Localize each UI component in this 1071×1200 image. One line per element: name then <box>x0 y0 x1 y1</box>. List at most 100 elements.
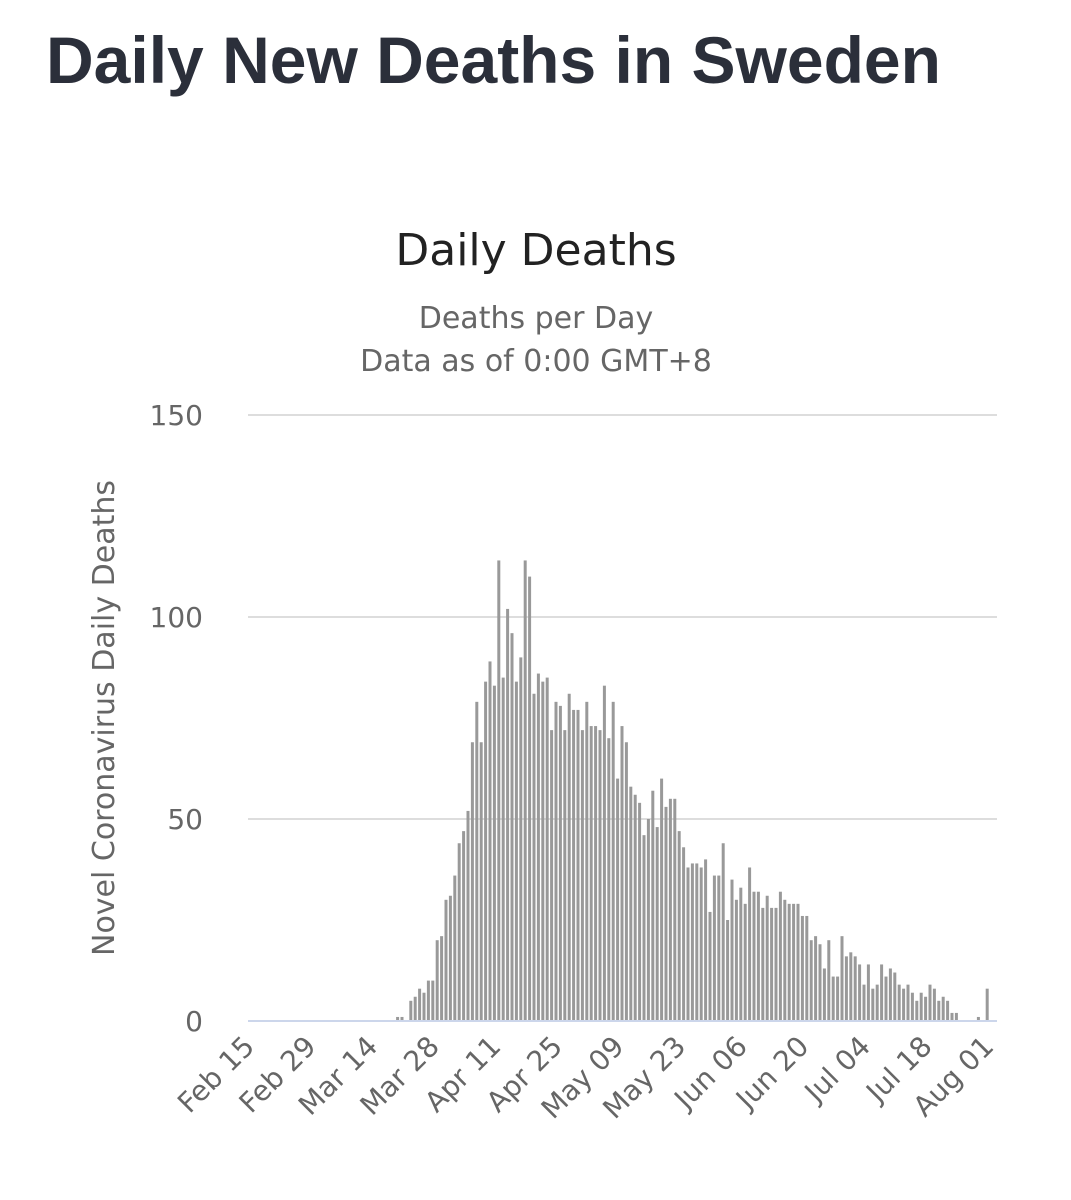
y-axis-ticks: 0 50 100 150 <box>150 399 203 1038</box>
bar <box>792 903 796 1021</box>
bar <box>514 681 518 1021</box>
bar <box>827 940 831 1021</box>
bar <box>651 790 655 1021</box>
bar <box>576 709 580 1021</box>
bar <box>589 726 593 1021</box>
bar <box>660 778 664 1021</box>
bar <box>484 681 488 1021</box>
bar <box>897 984 901 1021</box>
bar <box>752 891 756 1021</box>
bar <box>554 701 558 1021</box>
bar <box>673 798 677 1021</box>
bar <box>479 742 483 1021</box>
bar <box>902 988 906 1021</box>
bar <box>805 915 809 1021</box>
bar <box>796 903 800 1021</box>
chart-subtitle-data-as-of: Data as of 0:00 GMT+8 <box>360 344 712 379</box>
bar <box>748 867 752 1021</box>
bar <box>558 705 562 1021</box>
bar <box>633 794 637 1021</box>
bar <box>510 633 514 1021</box>
bar <box>396 1016 400 1021</box>
bar <box>836 976 840 1021</box>
bar <box>910 992 914 1021</box>
bar <box>532 693 536 1021</box>
bar-series <box>396 560 989 1021</box>
bar <box>422 992 426 1021</box>
bar <box>761 907 765 1021</box>
bar <box>638 802 642 1021</box>
bar <box>941 996 945 1021</box>
bar <box>607 738 611 1021</box>
bar <box>871 988 875 1021</box>
bar <box>783 899 787 1021</box>
y-axis-label: Novel Coronavirus Daily Deaths <box>87 480 122 956</box>
bar <box>435 940 439 1021</box>
y-tick-label: 0 <box>185 1005 203 1038</box>
bar <box>497 560 501 1021</box>
bar <box>506 608 510 1021</box>
page-title: Daily New Deaths in Sweden <box>46 23 941 97</box>
bar <box>699 867 703 1021</box>
x-tick-label: Jul 04 <box>797 1030 877 1110</box>
bar <box>655 827 659 1021</box>
bar <box>770 907 774 1021</box>
bar <box>545 677 549 1021</box>
bar <box>431 980 435 1021</box>
bar <box>598 730 602 1021</box>
bar <box>849 952 853 1021</box>
bar <box>875 984 879 1021</box>
bar <box>563 730 567 1021</box>
bar <box>690 863 694 1021</box>
bar <box>743 903 747 1021</box>
bar <box>492 685 496 1021</box>
bar <box>536 673 540 1021</box>
bar <box>501 677 505 1021</box>
bar <box>580 730 584 1021</box>
chart-title: Daily Deaths <box>395 225 676 276</box>
bar <box>906 984 910 1021</box>
bar <box>915 1000 919 1021</box>
bar <box>814 936 818 1021</box>
bar <box>457 843 461 1021</box>
bar <box>765 895 769 1021</box>
bar <box>594 726 598 1021</box>
bar <box>739 887 743 1021</box>
bar <box>778 891 782 1021</box>
chart-subtitle: Deaths per Day <box>419 301 654 336</box>
bar <box>888 968 892 1021</box>
bar <box>866 964 870 1021</box>
bar <box>862 984 866 1021</box>
bar <box>611 701 615 1021</box>
bar <box>893 972 897 1021</box>
y-tick-label: 50 <box>167 803 203 836</box>
bar <box>880 964 884 1021</box>
bar <box>682 847 686 1021</box>
bar <box>858 964 862 1021</box>
bar <box>541 681 545 1021</box>
bar <box>717 875 721 1021</box>
bar <box>937 1000 941 1021</box>
bar <box>668 798 672 1021</box>
bar <box>734 899 738 1021</box>
bar <box>519 657 523 1021</box>
bar <box>954 1012 958 1021</box>
bar <box>528 576 532 1021</box>
bar <box>585 701 589 1021</box>
bar <box>800 915 804 1021</box>
bar <box>426 980 430 1021</box>
bar <box>664 806 668 1021</box>
bar <box>572 709 576 1021</box>
y-tick-label: 150 <box>150 399 203 432</box>
bar <box>440 936 444 1021</box>
bar <box>624 742 628 1021</box>
bar <box>809 940 813 1021</box>
bar <box>928 984 932 1021</box>
bar <box>448 895 452 1021</box>
bar <box>550 730 554 1021</box>
bar <box>629 786 633 1021</box>
bar <box>840 936 844 1021</box>
bar <box>787 903 791 1021</box>
